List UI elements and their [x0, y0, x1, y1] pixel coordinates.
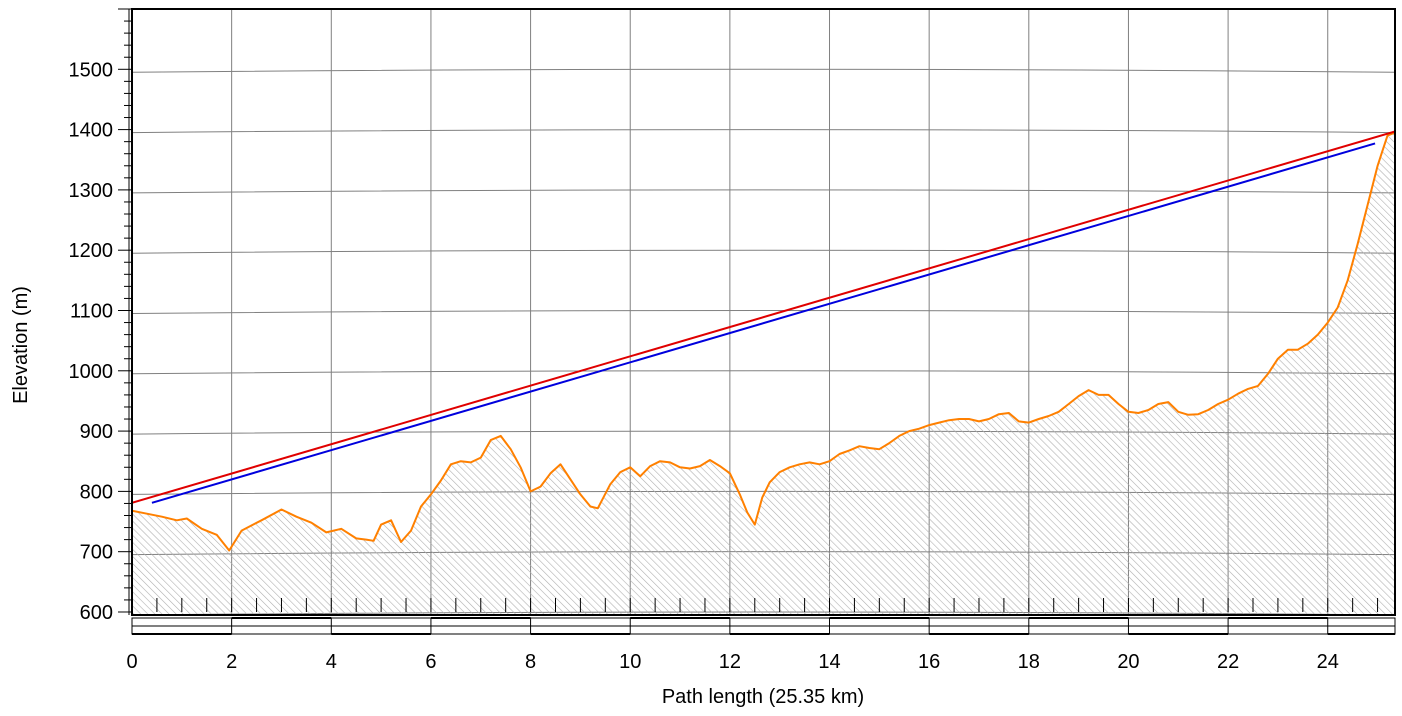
x-tick-label: 16 — [918, 651, 940, 673]
x-tick-label: 0 — [126, 651, 137, 673]
x-axis-ticks: 0 2 4 6 8 10 12 14 16 18 20 22 24 — [126, 598, 1379, 673]
x-tick-label: 6 — [425, 651, 436, 673]
y-tick-label: 1300 — [69, 180, 114, 202]
x-tick-label: 12 — [719, 651, 741, 673]
series-lines — [132, 130, 1395, 552]
x-tick-label: 14 — [818, 651, 840, 673]
x-tick-label: 24 — [1317, 651, 1339, 673]
y-tick-label: 1000 — [69, 361, 114, 383]
y-grid-line — [131, 249, 1396, 254]
y-tick-label: 1500 — [69, 59, 114, 81]
x-tick-label: 18 — [1018, 651, 1040, 673]
y-tick-label: 800 — [80, 481, 113, 503]
x-tick-label: 20 — [1117, 651, 1139, 673]
terrain-fill — [132, 132, 1395, 615]
y-tick-label: 1200 — [69, 240, 114, 262]
y-axis-ticks: 600 700 800 900 1000 1100 1200 1300 1400 1500 — [69, 8, 132, 624]
y-tick-label: 1400 — [69, 120, 114, 142]
x-tick-label: 4 — [326, 651, 337, 673]
terrain-profile-line — [132, 131, 1395, 552]
x-tick-label: 22 — [1217, 651, 1239, 673]
y-tick-label: 700 — [80, 542, 113, 564]
line-of-sight — [132, 130, 1395, 504]
y-tick-label: 1100 — [70, 300, 113, 322]
y-grid-line — [131, 370, 1396, 375]
x-tick-label: 8 — [525, 651, 536, 673]
terrain-area — [132, 132, 1395, 615]
y-grid-line — [131, 189, 1396, 194]
fresnel-line — [151, 142, 1376, 504]
plot-frame — [131, 8, 1396, 616]
y-grid-line — [131, 309, 1396, 314]
x-axis-title: Path length (25.35 km) — [662, 686, 864, 708]
y-grid-line — [131, 68, 1396, 73]
x-tick-label: 10 — [619, 651, 641, 673]
y-tick-label: 900 — [80, 421, 113, 443]
distance-scale-bar — [131, 617, 1396, 635]
x-tick-label: 2 — [226, 651, 237, 673]
y-tick-label: 600 — [80, 602, 113, 624]
y-axis-title: Elevation (m) — [10, 286, 32, 404]
y-grid-line — [131, 129, 1396, 134]
